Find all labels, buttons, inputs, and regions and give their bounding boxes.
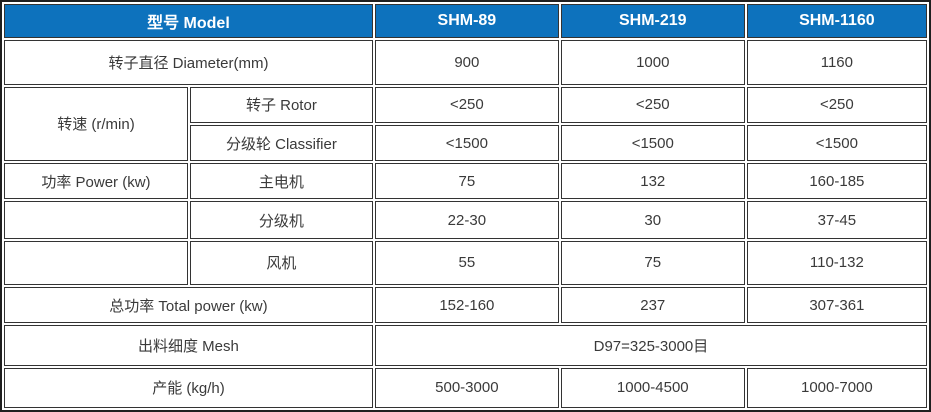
row-diameter: 转子直径 Diameter(mm) 900 1000 1160 <box>4 40 927 85</box>
speed-classifier-value-shm-219: <1500 <box>560 124 745 162</box>
power-main-motor-value-shm-219: 132 <box>560 163 745 200</box>
header-model-shm-1160: SHM-1160 <box>746 4 927 39</box>
power-fan-label: 风机 <box>189 240 373 286</box>
power-fan-value-shm-89: 55 <box>374 240 559 286</box>
capacity-value-shm-219: 1000-4500 <box>560 367 745 408</box>
header-model-label: 型号 Model <box>4 4 373 39</box>
row-total-power: 总功率 Total power (kw) 152-160 237 307-361 <box>4 287 927 324</box>
power-empty-cell-2 <box>4 240 188 286</box>
row-speed-rotor: 转速 (r/min) 转子 Rotor <250 <250 <250 <box>4 86 927 162</box>
total-power-value-shm-219: 237 <box>560 287 745 324</box>
diameter-value-shm-89: 900 <box>374 40 559 85</box>
power-main-motor-value-shm-89: 75 <box>374 163 559 200</box>
power-main-motor-value-shm-1160: 160-185 <box>746 163 927 200</box>
speed-classifier-value-shm-1160: <1500 <box>746 124 927 162</box>
header-model-shm-219: SHM-219 <box>560 4 745 39</box>
header-model-shm-89: SHM-89 <box>374 4 559 39</box>
speed-rotor-label: 转子 Rotor <box>189 86 373 123</box>
mesh-label: 出料细度 Mesh <box>4 325 373 366</box>
speed-classifier-value-shm-89: <1500 <box>374 124 559 162</box>
capacity-label: 产能 (kg/h) <box>4 367 373 408</box>
row-speed-classifier: 分级轮 Classifier <1500 <1500 <1500 <box>4 124 927 162</box>
capacity-value-shm-1160: 1000-7000 <box>746 367 927 408</box>
power-classifier-label: 分级机 <box>189 201 373 239</box>
power-fan-value-shm-219: 75 <box>560 240 745 286</box>
row-power-classifier: 分级机 22-30 30 37-45 <box>4 201 927 239</box>
total-power-value-shm-1160: 307-361 <box>746 287 927 324</box>
diameter-label: 转子直径 Diameter(mm) <box>4 40 373 85</box>
power-classifier-value-shm-219: 30 <box>560 201 745 239</box>
speed-classifier-label: 分级轮 Classifier <box>189 124 373 162</box>
diameter-value-shm-219: 1000 <box>560 40 745 85</box>
total-power-label: 总功率 Total power (kw) <box>4 287 373 324</box>
power-empty-cell-1 <box>4 201 188 239</box>
speed-rotor-value-shm-219: <250 <box>560 86 745 123</box>
power-group-label: 功率 Power (kw) <box>4 163 188 200</box>
power-classifier-value-shm-1160: 37-45 <box>746 201 927 239</box>
speed-rotor-value-shm-1160: <250 <box>746 86 927 123</box>
row-power-fan: 风机 55 75 110-132 <box>4 240 927 286</box>
mesh-value: D97=325-3000目 <box>374 325 927 366</box>
total-power-value-shm-89: 152-160 <box>374 287 559 324</box>
row-mesh: 出料细度 Mesh D97=325-3000目 <box>4 325 927 366</box>
speed-rotor-value-shm-89: <250 <box>374 86 559 123</box>
speed-group-label: 转速 (r/min) <box>4 86 188 162</box>
row-power-main-motor: 功率 Power (kw) 主电机 75 132 160-185 <box>4 163 927 200</box>
row-capacity: 产能 (kg/h) 500-3000 1000-4500 1000-7000 <box>4 367 927 408</box>
table-header-row: 型号 Model SHM-89 SHM-219 SHM-1160 <box>4 4 927 39</box>
power-fan-value-shm-1160: 110-132 <box>746 240 927 286</box>
diameter-value-shm-1160: 1160 <box>746 40 927 85</box>
capacity-value-shm-89: 500-3000 <box>374 367 559 408</box>
power-main-motor-label: 主电机 <box>189 163 373 200</box>
power-classifier-value-shm-89: 22-30 <box>374 201 559 239</box>
